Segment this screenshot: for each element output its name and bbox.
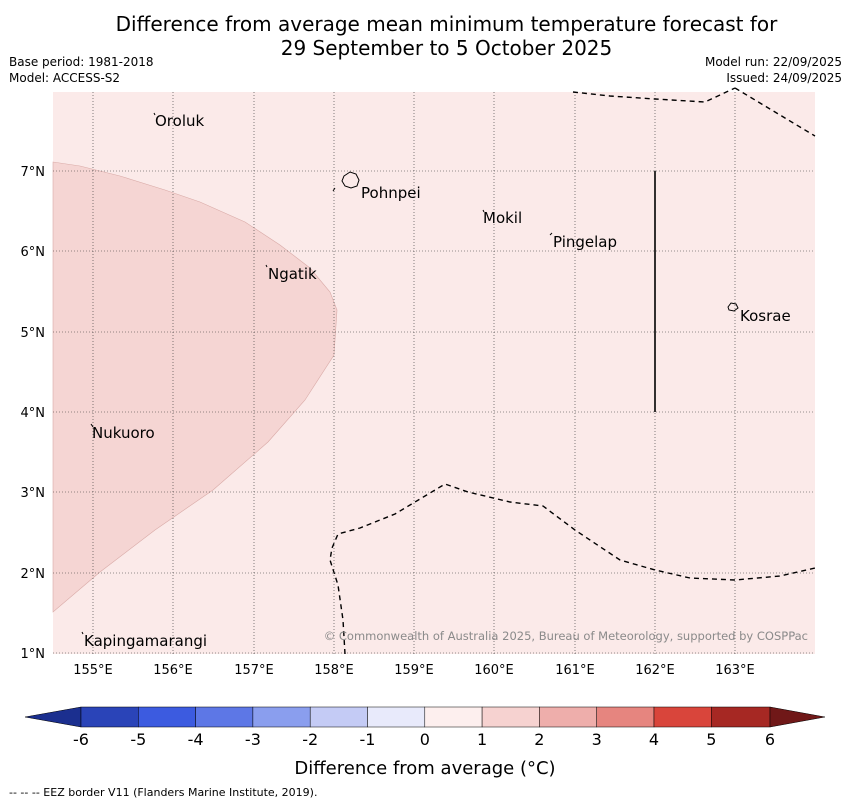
place-oroluk: Oroluk	[155, 112, 204, 130]
lon-label: 160°E	[474, 663, 514, 678]
copyright-notice: © Commonwealth of Australia 2025, Bureau…	[324, 629, 808, 643]
nukuoro-atoll	[90, 423, 94, 428]
lat-label: 6°N	[21, 245, 46, 260]
kapingamarangi-atoll	[81, 631, 84, 635]
lat-label: 2°N	[21, 567, 46, 582]
issued-date: Issued: 24/09/2025	[726, 71, 842, 85]
colorbar-extend-high	[769, 706, 826, 728]
colorbar-tick: -4	[188, 730, 204, 749]
colorbar-tick: 2	[534, 730, 544, 749]
lon-label: 161°E	[555, 663, 595, 678]
model-name: Model: ACCESS-S2	[9, 71, 121, 85]
place-pingelap: Pingelap	[553, 233, 617, 251]
model-run: Model run: 22/09/2025	[704, 55, 842, 69]
place-nukuoro: Nukuoro	[92, 424, 155, 442]
mokil-atoll	[482, 209, 485, 213]
colorbar-tick: -1	[360, 730, 376, 749]
islands	[81, 112, 739, 635]
colorbar-segment	[138, 706, 196, 728]
lon-label: 158°E	[314, 663, 354, 678]
colorbar-segment	[539, 706, 597, 728]
chart-title: Difference from average mean minimum tem…	[0, 12, 850, 60]
colorbar-extend-low	[24, 706, 82, 728]
lat-axis-labels: 7°N 6°N 5°N 4°N 3°N 2°N 1°N	[21, 165, 46, 662]
oroluk-atoll	[153, 112, 156, 116]
lon-label: 156°E	[153, 663, 193, 678]
warm-anomaly-region	[52, 161, 338, 613]
colorbar-segment	[80, 706, 139, 728]
colorbar-segment	[367, 706, 426, 728]
place-kapingamarangi: Kapingamarangi	[84, 632, 207, 650]
lat-label: 3°N	[21, 486, 46, 501]
colorbar-tick: 5	[706, 730, 716, 749]
lon-label: 155°E	[73, 663, 113, 678]
colorbar-label: Difference from average (°C)	[294, 758, 555, 779]
colorbar-tick: 3	[592, 730, 602, 749]
colorbar-tick: 1	[477, 730, 487, 749]
pohnpei-islet	[332, 187, 336, 192]
colorbar-segment	[481, 706, 540, 728]
colorbar-segment	[596, 706, 655, 728]
place-labels: Oroluk Pohnpei Mokil Pingelap Ngatik Kos…	[84, 112, 791, 650]
colorbar-segment	[424, 706, 483, 728]
title-line-2: 29 September to 5 October 2025	[280, 36, 613, 60]
lon-label: 159°E	[394, 663, 434, 678]
kosrae-island	[727, 302, 739, 312]
colorbar-tick: 0	[420, 730, 430, 749]
lat-label: 1°N	[21, 647, 46, 662]
base-period: Base period: 1981-2018	[9, 55, 154, 69]
meta-right: Model run: 22/09/2025 Issued: 24/09/2025	[705, 54, 842, 86]
place-ngatik: Ngatik	[268, 265, 317, 283]
meta-left: Base period: 1981-2018 Model: ACCESS-S2	[9, 54, 154, 86]
eez-border-south	[329, 483, 816, 655]
place-pohnpei: Pohnpei	[361, 184, 421, 202]
place-kosrae: Kosrae	[740, 307, 791, 325]
lon-label: 162°E	[635, 663, 675, 678]
eez-footnote: -- -- -- EEZ border V11 (Flanders Marine…	[9, 786, 318, 799]
lat-label: 7°N	[21, 165, 46, 180]
colorbar-tick: -2	[302, 730, 318, 749]
pingelap-atoll	[549, 232, 553, 236]
lat-label: 4°N	[21, 406, 46, 421]
colorbar-segment	[711, 706, 771, 728]
lat-label: 5°N	[21, 326, 46, 341]
colorbar-segment	[653, 706, 712, 728]
colorbar-segment	[195, 706, 254, 728]
colorbar-tick: -6	[73, 730, 89, 749]
ngatik-atoll	[265, 264, 268, 268]
colorbar-tick: -5	[130, 730, 146, 749]
pohnpei-island	[341, 171, 360, 189]
title-line-1: Difference from average mean minimum tem…	[115, 12, 778, 36]
colorbar-segment	[252, 706, 311, 728]
place-mokil: Mokil	[483, 209, 522, 227]
colorbar-ticks: -6 -5 -4 -3 -2 -1 0 1 2 3 4 5 6	[73, 730, 775, 749]
eez-border-north	[572, 87, 816, 137]
lon-label: 163°E	[715, 663, 755, 678]
lon-label: 157°E	[234, 663, 274, 678]
lon-axis-labels: 155°E 156°E 157°E 158°E 159°E 160°E 161°…	[73, 663, 755, 678]
colorbar-segment	[309, 706, 368, 728]
eez-borders	[329, 87, 816, 655]
colorbar	[24, 706, 826, 728]
colorbar-tick: 6	[765, 730, 775, 749]
colorbar-tick: -3	[245, 730, 261, 749]
colorbar-tick: 4	[649, 730, 659, 749]
